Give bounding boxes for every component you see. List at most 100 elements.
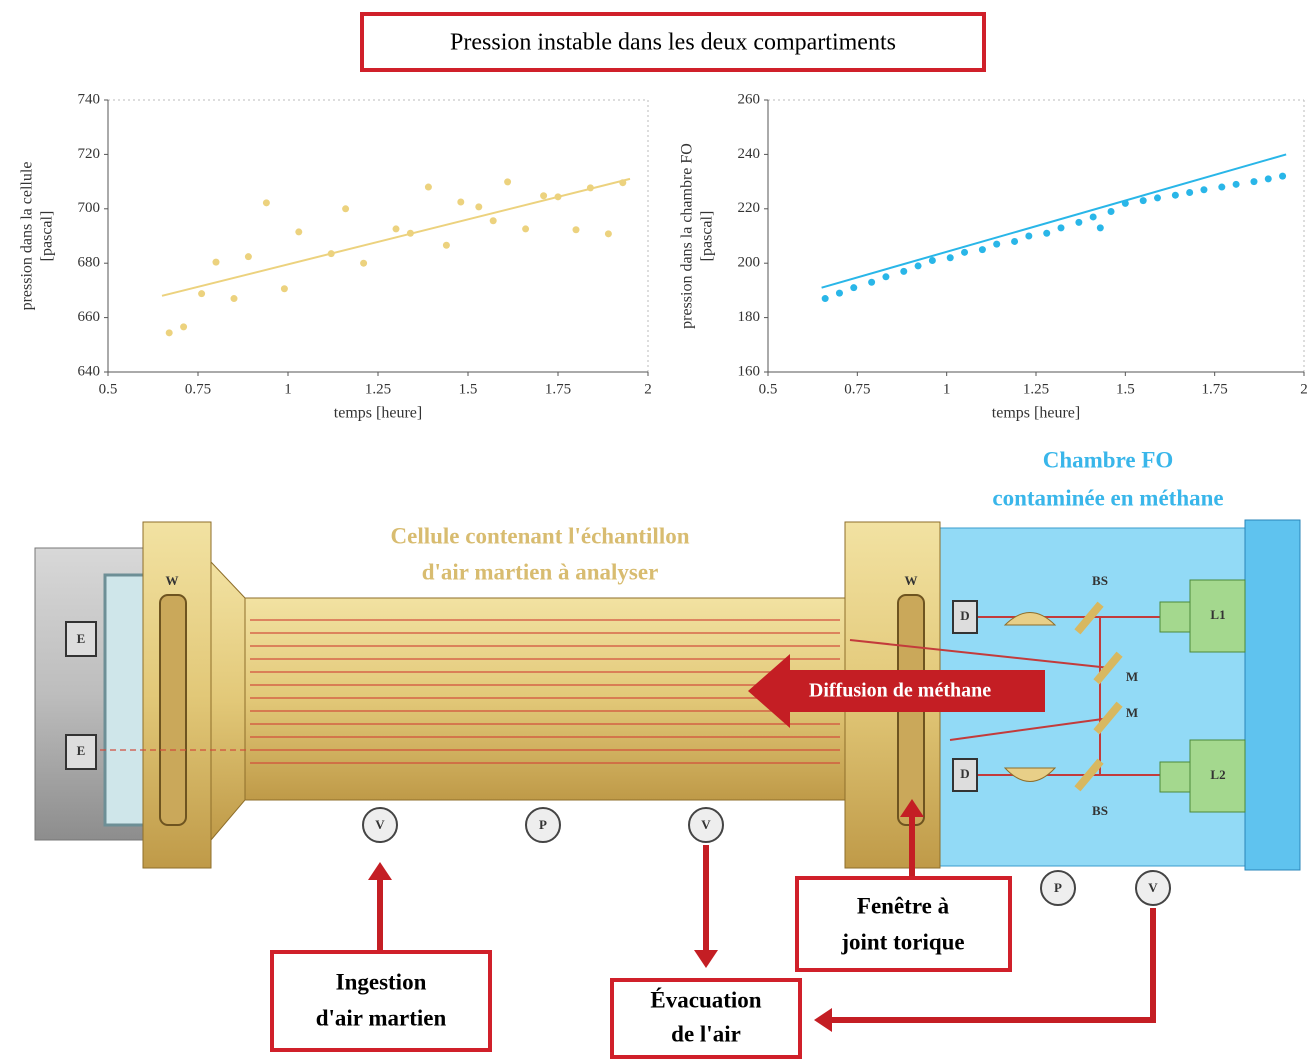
component-label: P xyxy=(1054,880,1062,895)
detector xyxy=(65,621,97,657)
y-axis-label: [pascal] xyxy=(39,211,56,262)
point xyxy=(821,295,829,303)
component-label: BS xyxy=(1092,573,1108,588)
title: Pression instable dans les deux comparti… xyxy=(450,30,896,56)
point xyxy=(165,329,173,337)
cell-body xyxy=(244,597,851,801)
x-axis-label: temps [heure] xyxy=(334,405,422,422)
point xyxy=(554,193,562,201)
y-tick-label: 680 xyxy=(78,255,101,271)
beam-splitter xyxy=(1074,758,1104,792)
point xyxy=(244,253,252,261)
point xyxy=(900,267,908,275)
point xyxy=(1186,188,1194,196)
x-tick-label: 1.5 xyxy=(459,381,478,397)
trend-line xyxy=(161,177,631,297)
point xyxy=(180,323,188,331)
point xyxy=(489,217,497,225)
point xyxy=(1075,218,1083,226)
component-label: V xyxy=(1148,880,1158,895)
y-tick-label: 220 xyxy=(738,200,761,216)
point xyxy=(1171,191,1179,199)
point xyxy=(504,178,512,186)
window-box xyxy=(795,876,1012,972)
point xyxy=(1107,208,1115,216)
optical-path xyxy=(849,616,1160,776)
point xyxy=(280,285,288,293)
point xyxy=(295,228,303,236)
point xyxy=(1121,199,1129,207)
title-box xyxy=(360,12,986,72)
point xyxy=(392,225,400,233)
cell-label: Cellule contenant l'échantillon xyxy=(391,523,690,548)
point xyxy=(586,184,594,192)
chamber-label: Chambre FO xyxy=(1043,447,1174,472)
evacuation-label: Évacuation xyxy=(650,987,761,1012)
o-ring xyxy=(159,594,187,826)
ingestion-box xyxy=(270,950,492,1052)
y-tick-label: 160 xyxy=(738,363,761,379)
point xyxy=(1250,178,1258,186)
point xyxy=(993,240,1001,248)
diffusion-label: Diffusion de méthane xyxy=(809,680,991,702)
component-label: V xyxy=(375,817,385,832)
diffusion-arrow xyxy=(748,654,1045,728)
point xyxy=(1153,194,1161,202)
component-label: D xyxy=(960,608,969,623)
x-tick-label: 2 xyxy=(644,381,652,397)
y-tick-label: 720 xyxy=(78,146,101,162)
point xyxy=(1264,175,1272,183)
point xyxy=(1279,172,1287,180)
x-tick-label: 0.5 xyxy=(759,381,778,397)
point xyxy=(1025,232,1033,240)
point xyxy=(978,246,986,254)
beam-paths xyxy=(100,619,840,764)
chamber-label: contaminée en méthane xyxy=(992,485,1223,510)
ingestion-label: d'air martien xyxy=(316,1005,447,1030)
y-tick-label: 640 xyxy=(78,363,101,379)
x-tick-label: 0.75 xyxy=(844,381,870,397)
point xyxy=(1139,197,1147,205)
mirror xyxy=(1093,651,1123,685)
detector xyxy=(952,758,978,792)
point xyxy=(212,258,220,266)
cell-label: d'air martien à analyser xyxy=(422,559,659,584)
y-tick-label: 240 xyxy=(738,146,761,162)
x-tick-label: 0.5 xyxy=(99,381,118,397)
x-tick-label: 1.25 xyxy=(1023,381,1049,397)
y-axis-label: [pascal] xyxy=(699,211,716,262)
point xyxy=(1011,237,1019,245)
y-tick-label: 180 xyxy=(738,309,761,325)
component-label: E xyxy=(77,743,86,758)
point xyxy=(928,256,936,264)
y-axis-label: pression dans la cellule xyxy=(19,162,36,311)
laser-head xyxy=(1159,601,1191,633)
left-window xyxy=(103,573,147,827)
point xyxy=(342,205,350,213)
point xyxy=(540,192,548,200)
laser-head xyxy=(1159,761,1191,793)
point xyxy=(230,295,238,303)
component-label: L2 xyxy=(1210,767,1225,782)
point xyxy=(198,290,206,298)
detector xyxy=(952,600,978,634)
point xyxy=(850,284,858,292)
flow-arrows xyxy=(368,799,1156,1032)
point xyxy=(1096,224,1104,232)
x-axis-label: temps [heure] xyxy=(992,405,1080,422)
cone xyxy=(210,560,246,842)
beam-splitter xyxy=(1074,601,1104,635)
component-label: V xyxy=(701,817,711,832)
point xyxy=(1232,180,1240,188)
point xyxy=(327,250,335,258)
y-tick-label: 260 xyxy=(738,91,761,107)
detector xyxy=(65,734,97,770)
point xyxy=(619,179,627,187)
lens xyxy=(1003,767,1057,782)
evacuation-box xyxy=(610,978,802,1059)
point xyxy=(457,198,465,206)
point xyxy=(835,289,843,297)
x-tick-label: 1 xyxy=(284,381,292,397)
end-plate xyxy=(1244,519,1301,871)
